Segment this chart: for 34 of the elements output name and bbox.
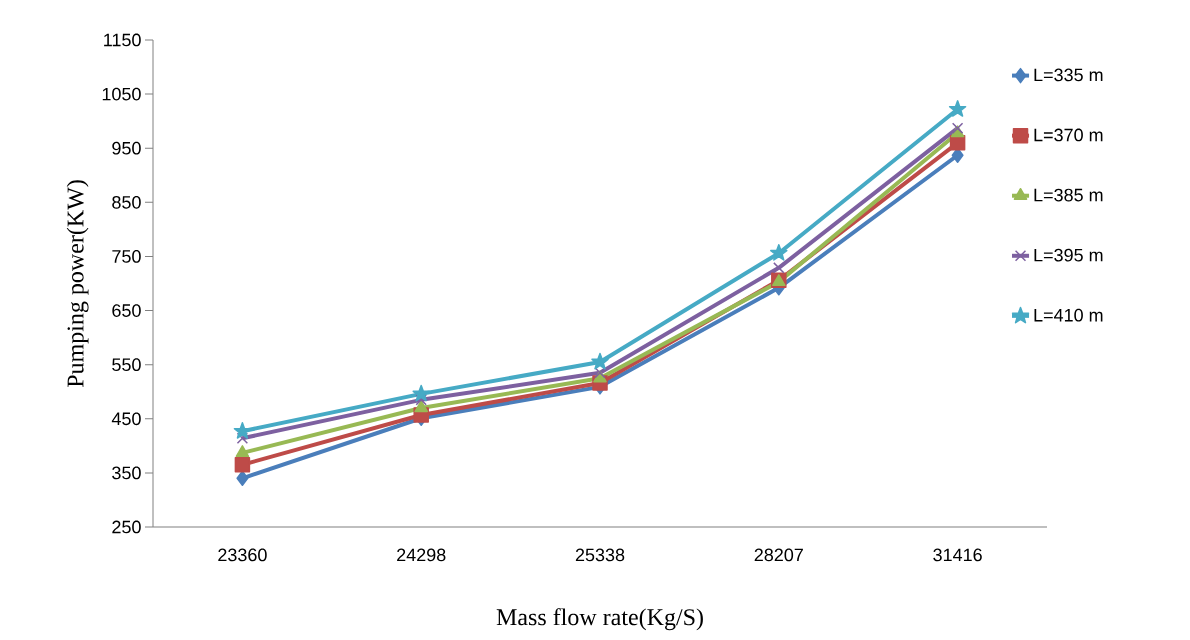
point xyxy=(414,400,429,413)
point xyxy=(951,122,964,134)
point xyxy=(234,457,251,473)
x-tick-label: 23360 xyxy=(218,548,267,562)
point xyxy=(235,445,250,458)
legend-label: L=395 m xyxy=(1034,248,1103,262)
y-tick-label: 750 xyxy=(112,250,141,263)
y-tick-label: 350 xyxy=(112,466,141,480)
point xyxy=(594,367,606,379)
point xyxy=(412,384,430,402)
legend-label: L=335 m xyxy=(1034,68,1103,82)
y-tick-label: 250 xyxy=(112,520,141,534)
legend-label: L=385 m xyxy=(1034,188,1103,202)
point xyxy=(591,352,609,370)
legend-label: L=410 m xyxy=(1034,308,1103,322)
point xyxy=(949,135,966,151)
y-axis-title: Pumping power(KW) xyxy=(66,180,89,388)
x-tick-label: 31416 xyxy=(933,548,982,562)
point xyxy=(770,244,788,261)
x-tick-label: 24298 xyxy=(397,548,446,562)
point xyxy=(236,470,249,487)
y-tick-label: 850 xyxy=(112,195,141,209)
x-tick-label: 28207 xyxy=(754,548,803,562)
legend-label: L=370 m xyxy=(1034,128,1103,142)
y-tick-label: 1150 xyxy=(104,33,141,47)
y-tick-label: 650 xyxy=(112,304,141,317)
point xyxy=(948,100,967,117)
x-axis-title: Mass flow rate(Kg/S) xyxy=(496,608,703,631)
y-tick-label: 1050 xyxy=(102,87,141,101)
x-tick-label: 25338 xyxy=(575,548,625,562)
point xyxy=(236,432,249,444)
y-tick-label: 450 xyxy=(111,412,141,426)
y-tick-label: 550 xyxy=(112,358,141,372)
y-tick-label: 950 xyxy=(112,141,141,155)
